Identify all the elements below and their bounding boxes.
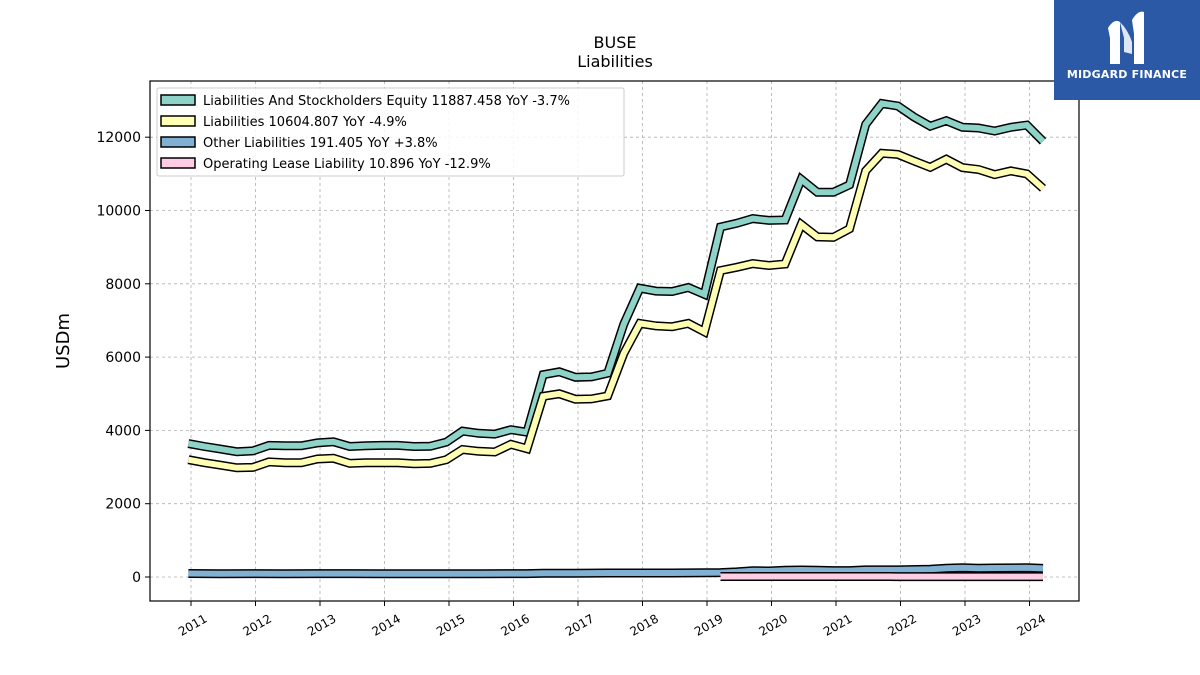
legend-swatch: [160, 157, 196, 169]
legend-label: Operating Lease Liability 10.896 YoY -12…: [203, 157, 491, 172]
x-tick-label: 2012: [241, 611, 274, 638]
legend-swatch: [160, 136, 196, 148]
y-tick-label: 8000: [105, 277, 141, 293]
series-liabilities: [187, 148, 1046, 473]
chart-subtitle: Liabilities: [577, 52, 653, 71]
series-line-outline: [187, 148, 1046, 473]
legend-item-operating-lease-liability: Operating Lease Liability 10.896 YoY -12…: [160, 157, 491, 172]
midgard-logo-icon: [1108, 11, 1144, 64]
x-tick-label: 2020: [757, 611, 790, 638]
series-liabilities-and-stockholders-equity: [187, 98, 1047, 457]
x-tick-label: 2017: [563, 611, 596, 638]
x-tick-label: 2015: [434, 611, 467, 638]
brand-name: MIDGARD FINANCE: [1066, 68, 1188, 81]
legend-label: Liabilities And Stockholders Equity 1188…: [203, 94, 570, 109]
x-tick-label: 2011: [176, 611, 209, 638]
y-tick-label: 4000: [105, 423, 141, 439]
series-layer: [187, 98, 1047, 582]
x-axis: 2011 2012 2013 2014 2015 2016 2017 2018 2019 2020…: [176, 601, 1048, 639]
x-tick-label: 2018: [628, 611, 661, 638]
chart-title: BUSE: [594, 33, 637, 52]
legend-item-other-liabilities: Other Liabilities 191.405 YoY +3.8%: [160, 136, 438, 151]
brand-logo: MIDGARD FINANCE: [1054, 0, 1200, 100]
legend-swatch: [160, 94, 196, 106]
y-tick-label: 12000: [96, 130, 141, 146]
legend-swatch: [160, 115, 196, 127]
y-tick-label: 10000: [96, 204, 141, 220]
series-line: [187, 100, 1046, 455]
x-tick-label: 2014: [370, 611, 403, 638]
y-axis: 0 2000 4000 6000 8000 10000 12000: [96, 130, 150, 586]
series-line: [187, 150, 1045, 471]
y-axis-label: USDm: [53, 313, 74, 369]
series-other-liabilities: [188, 563, 1044, 579]
legend-box: [156, 87, 625, 177]
legend-item-liabilities-and-stockholders-equity: Liabilities And Stockholders Equity 1188…: [160, 94, 570, 109]
legend-item-liabilities: Liabilities 10604.807 YoY -4.9%: [160, 115, 407, 130]
plot-frame: [149, 80, 1080, 602]
x-tick-label: 2024: [1015, 611, 1048, 638]
y-tick-label: 2000: [105, 497, 141, 513]
x-tick-label: 2013: [305, 611, 338, 638]
x-tick-label: 2023: [950, 611, 983, 638]
x-tick-label: 2021: [821, 611, 854, 638]
legend-label: Liabilities 10604.807 YoY -4.9%: [203, 115, 407, 130]
x-tick-label: 2016: [499, 611, 532, 638]
legend: Liabilities And Stockholders Equity 1188…: [156, 87, 625, 177]
x-tick-label: 2022: [886, 611, 919, 638]
y-tick-label: 0: [132, 570, 141, 586]
y-tick-label: 6000: [105, 350, 141, 366]
x-tick-label: 2019: [692, 611, 725, 638]
series-line: [188, 564, 1044, 577]
legend-label: Other Liabilities 191.405 YoY +3.8%: [203, 136, 438, 151]
